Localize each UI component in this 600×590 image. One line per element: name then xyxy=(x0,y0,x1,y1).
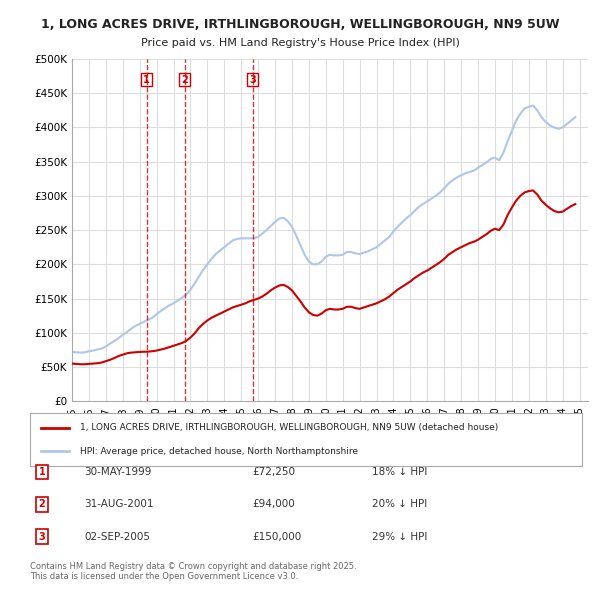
Text: £150,000: £150,000 xyxy=(252,532,301,542)
Text: 02-SEP-2005: 02-SEP-2005 xyxy=(84,532,150,542)
Text: HPI: Average price, detached house, North Northamptonshire: HPI: Average price, detached house, Nort… xyxy=(80,447,358,455)
Text: Contains HM Land Registry data © Crown copyright and database right 2025.
This d: Contains HM Land Registry data © Crown c… xyxy=(30,562,356,581)
Text: 3: 3 xyxy=(38,532,46,542)
Text: 1: 1 xyxy=(38,467,46,477)
Text: 1, LONG ACRES DRIVE, IRTHLINGBOROUGH, WELLINGBOROUGH, NN9 5UW (detached house): 1, LONG ACRES DRIVE, IRTHLINGBOROUGH, WE… xyxy=(80,424,498,432)
Text: 29% ↓ HPI: 29% ↓ HPI xyxy=(372,532,427,542)
Text: 2: 2 xyxy=(181,74,188,84)
Text: 1, LONG ACRES DRIVE, IRTHLINGBOROUGH, WELLINGBOROUGH, NN9 5UW: 1, LONG ACRES DRIVE, IRTHLINGBOROUGH, WE… xyxy=(41,18,559,31)
Text: £72,250: £72,250 xyxy=(252,467,295,477)
Text: £94,000: £94,000 xyxy=(252,500,295,509)
Text: 2: 2 xyxy=(38,500,46,509)
Text: 31-AUG-2001: 31-AUG-2001 xyxy=(84,500,154,509)
Text: 18% ↓ HPI: 18% ↓ HPI xyxy=(372,467,427,477)
Text: 1: 1 xyxy=(143,74,150,84)
Text: 30-MAY-1999: 30-MAY-1999 xyxy=(84,467,151,477)
Text: 20% ↓ HPI: 20% ↓ HPI xyxy=(372,500,427,509)
Text: Price paid vs. HM Land Registry's House Price Index (HPI): Price paid vs. HM Land Registry's House … xyxy=(140,38,460,48)
Text: 3: 3 xyxy=(249,74,256,84)
